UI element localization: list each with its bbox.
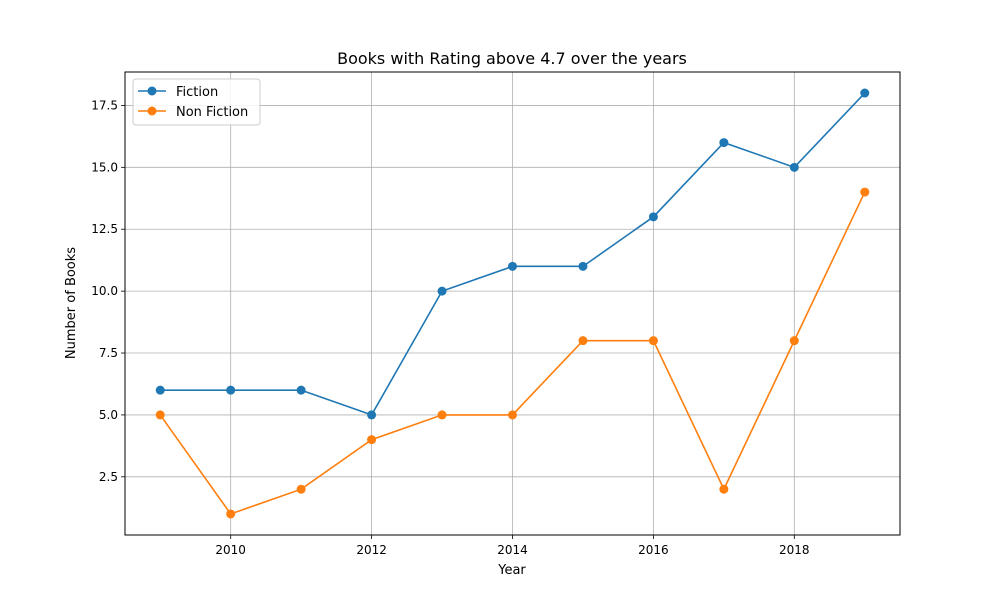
grid [125, 72, 900, 535]
x-tick-label: 2012 [356, 543, 387, 557]
data-point-fiction [789, 162, 799, 172]
data-point-fiction [648, 212, 658, 222]
data-point-non-fiction [578, 336, 588, 346]
data-point-fiction [367, 410, 377, 420]
data-point-non-fiction [367, 435, 377, 445]
x-tick-label: 2014 [497, 543, 528, 557]
data-point-fiction [155, 385, 165, 395]
chart-title: Books with Rating above 4.7 over the yea… [337, 49, 687, 68]
data-point-fiction [578, 261, 588, 271]
y-tick-label: 12.5 [91, 222, 118, 236]
data-point-non-fiction [296, 484, 306, 494]
y-tick-label: 10.0 [91, 284, 118, 298]
data-point-non-fiction [226, 509, 236, 519]
ticks: 2010 2012 2014 2016 2018 2.5 5.0 7.5 10.0 12.5 15.… [91, 98, 809, 557]
data-point-fiction [860, 88, 870, 98]
y-tick-label: 15.0 [91, 160, 118, 174]
data-point-fiction [226, 385, 236, 395]
data-point-non-fiction [860, 187, 870, 197]
y-tick-label: 7.5 [99, 346, 118, 360]
data-point-non-fiction [437, 410, 447, 420]
x-tick-label: 2016 [638, 543, 669, 557]
y-axis-label: Number of Books [64, 247, 79, 359]
x-tick-label: 2018 [779, 543, 810, 557]
data-point-non-fiction [508, 410, 517, 420]
legend-label-non-fiction: Non Fiction [176, 105, 248, 120]
series-layer [155, 88, 870, 519]
legend: Fiction Non Fiction [132, 78, 261, 126]
y-tick-label: 2.5 [99, 470, 118, 484]
legend-marker-non-fiction [147, 106, 157, 116]
data-point-non-fiction [789, 336, 799, 346]
data-point-non-fiction [155, 410, 165, 420]
data-point-fiction [719, 138, 729, 148]
legend-label-fiction: Fiction [176, 85, 218, 100]
y-tick-label: 5.0 [99, 408, 118, 422]
data-point-fiction [437, 286, 447, 296]
x-tick-label: 2010 [215, 543, 246, 557]
legend-marker-fiction [147, 86, 157, 96]
data-point-non-fiction [648, 336, 658, 346]
x-axis-label: Year [497, 563, 526, 578]
y-tick-label: 17.5 [91, 98, 118, 112]
data-point-fiction [508, 261, 517, 271]
data-point-non-fiction [719, 484, 729, 494]
data-point-fiction [296, 385, 306, 395]
